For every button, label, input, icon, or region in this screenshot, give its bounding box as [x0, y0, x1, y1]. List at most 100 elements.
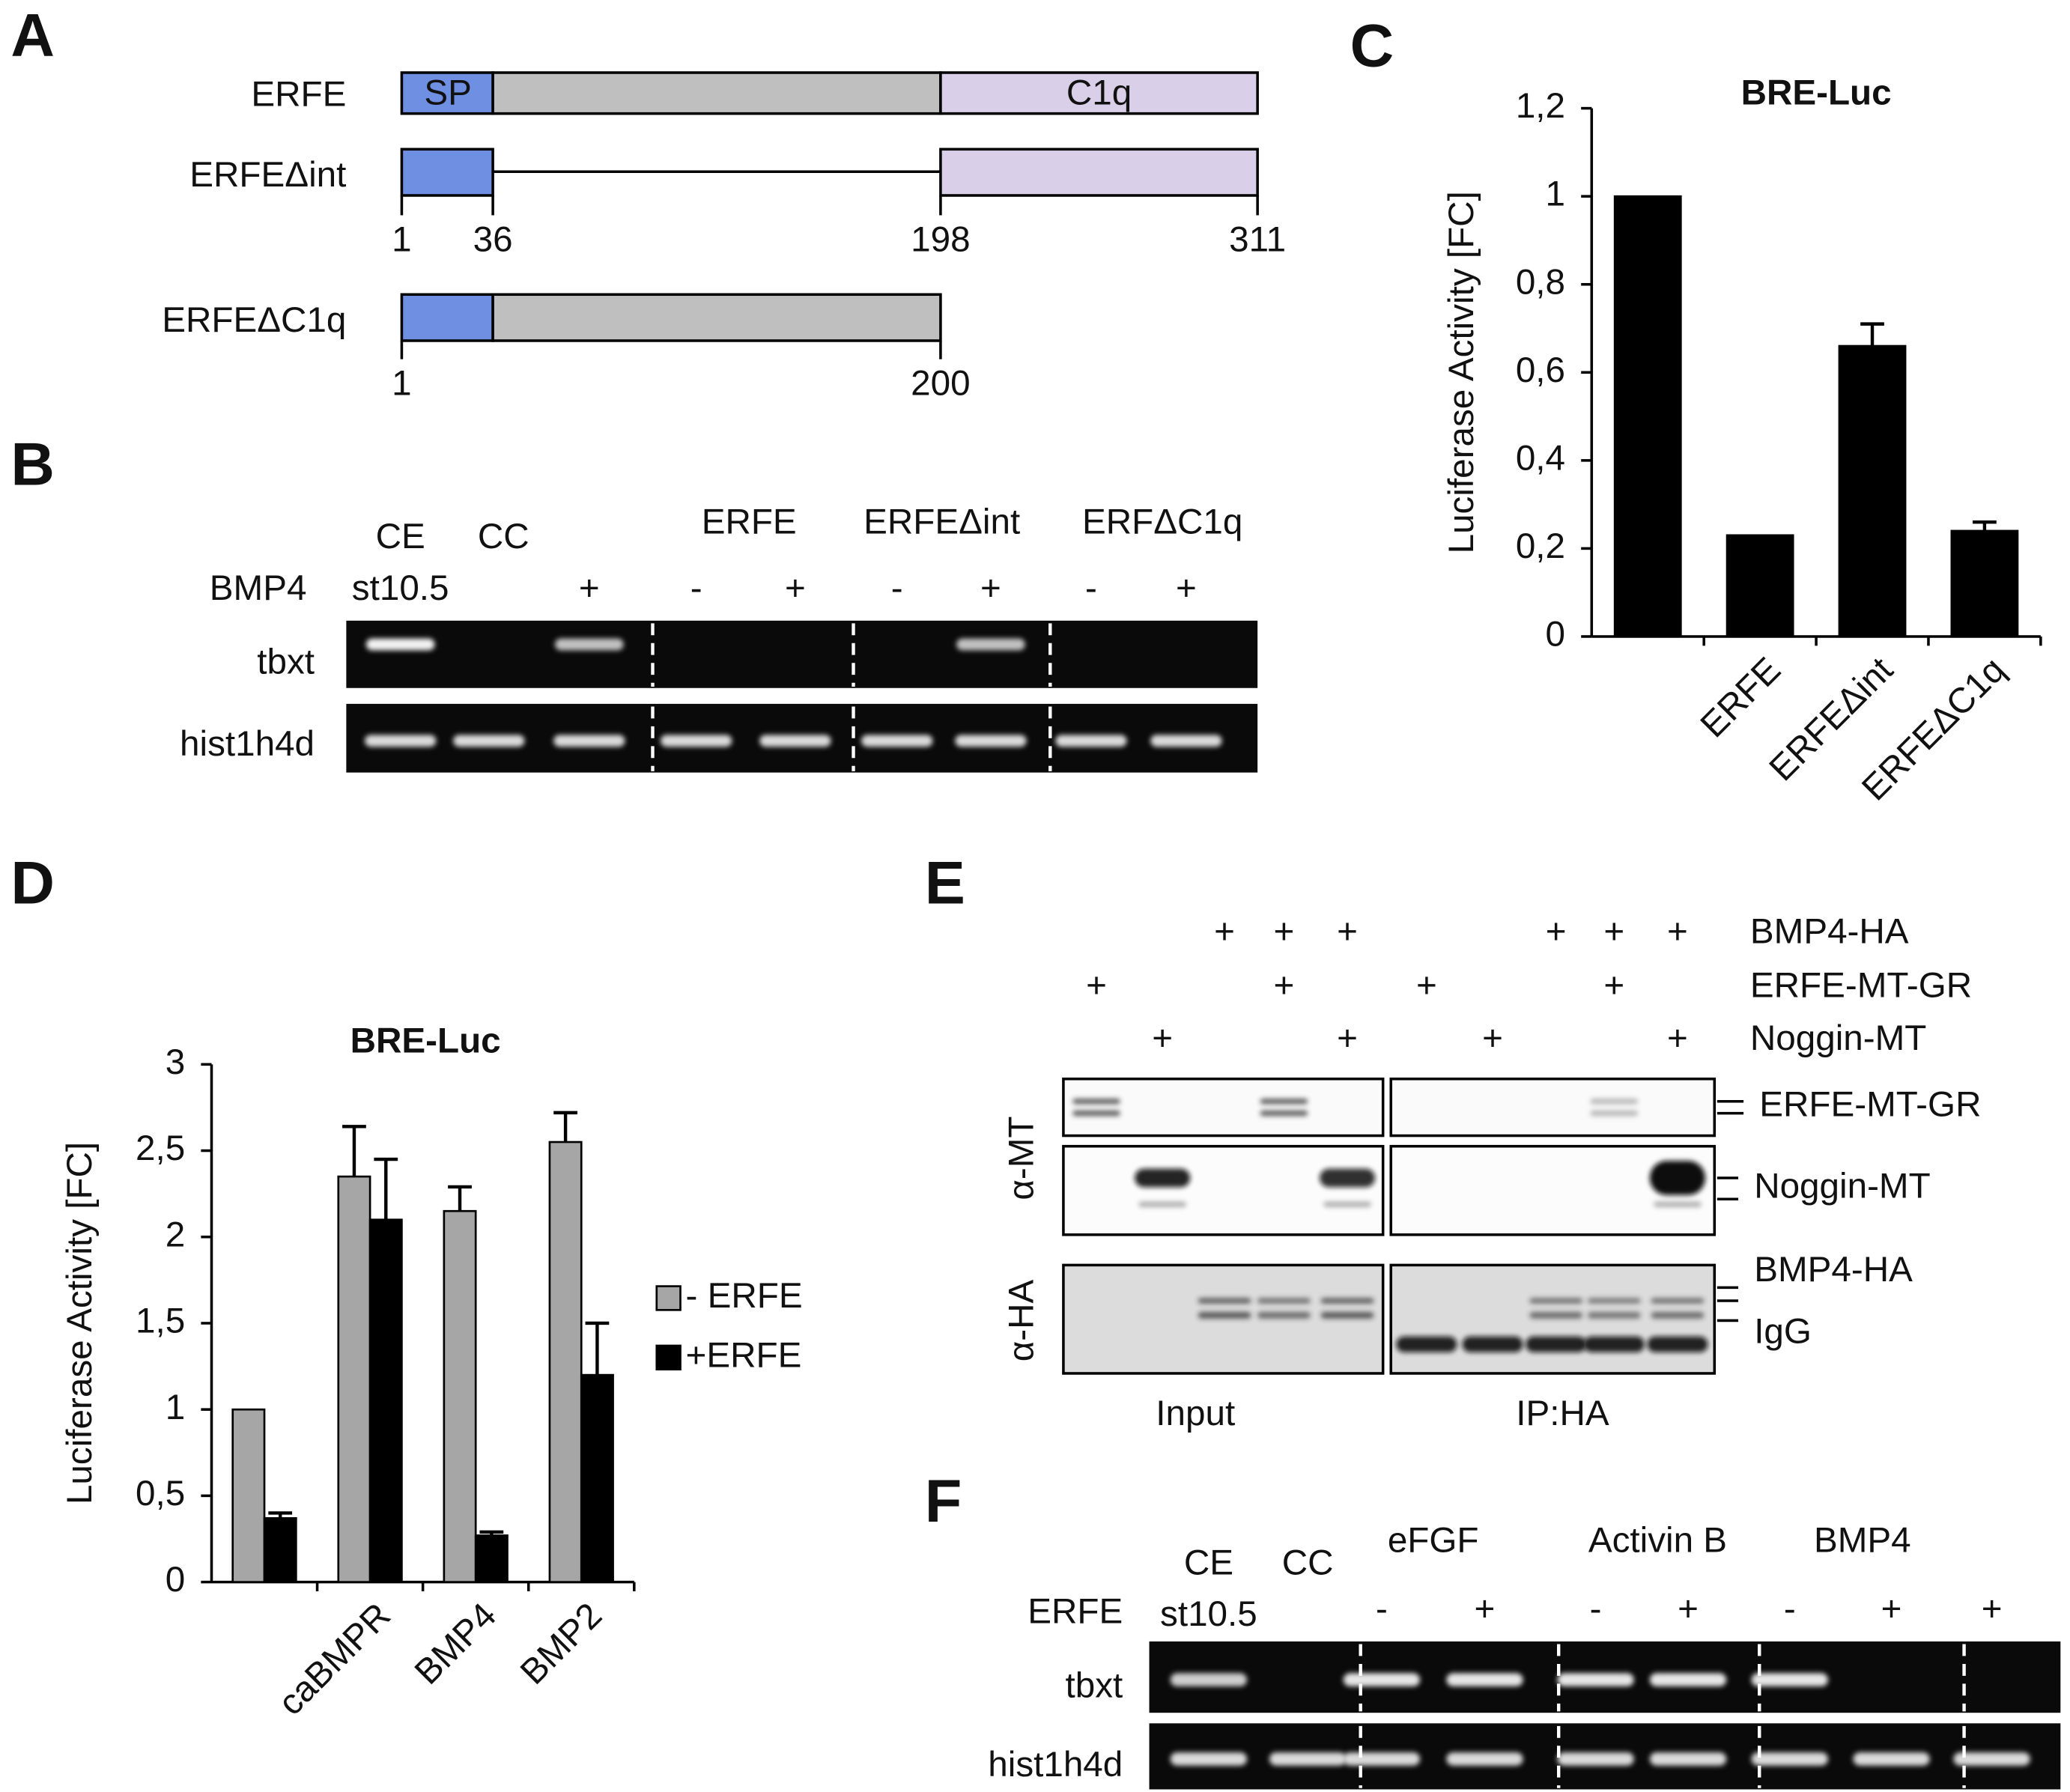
band	[453, 735, 525, 747]
error-bar	[1860, 322, 1884, 347]
y-tick-label: 0,2	[1516, 526, 1565, 566]
label: Activin B	[1588, 1520, 1727, 1560]
band	[1320, 1311, 1374, 1319]
band	[1557, 1673, 1634, 1686]
label: ERFΔC1q	[1082, 502, 1242, 542]
band	[1588, 1311, 1641, 1319]
band	[1649, 1161, 1705, 1195]
y-tick-label: 2	[166, 1215, 185, 1254]
band	[1529, 1298, 1582, 1304]
y-tick-label: 1	[166, 1388, 185, 1427]
band	[1257, 1298, 1311, 1304]
error-bar	[268, 1511, 293, 1519]
panel-letter: F	[925, 1468, 962, 1535]
label: +	[1337, 911, 1358, 951]
label: +	[1603, 911, 1624, 951]
band	[1260, 1099, 1308, 1105]
label: eFGF	[1388, 1520, 1479, 1560]
band	[1649, 1752, 1727, 1766]
band	[1446, 1673, 1523, 1686]
y-tick-label: 2,5	[136, 1129, 185, 1168]
band	[1654, 1201, 1702, 1207]
band	[1583, 1336, 1645, 1352]
error-bar	[374, 1157, 398, 1220]
label: tbxt	[257, 643, 315, 682]
c1q-domain	[939, 71, 1259, 115]
band	[1072, 1099, 1120, 1105]
band	[553, 735, 625, 747]
label: +	[1274, 966, 1295, 1006]
bar	[1838, 344, 1907, 638]
label: α-MT	[1002, 1116, 1042, 1200]
blot	[1389, 1077, 1717, 1138]
label: IgG	[1754, 1312, 1812, 1352]
band	[1647, 1336, 1708, 1352]
label: 36	[473, 219, 513, 259]
label: st10.5	[352, 568, 449, 608]
label: CE	[1184, 1543, 1233, 1582]
band	[1150, 735, 1222, 747]
label: 200	[911, 364, 970, 404]
label: BMP4	[210, 568, 307, 608]
label: α-HA	[1002, 1279, 1042, 1361]
label: +	[1086, 966, 1107, 1006]
label: -	[1085, 568, 1097, 608]
label: CE	[376, 517, 425, 556]
bar	[368, 1218, 403, 1583]
chart-title: BRE-Luc	[350, 1021, 501, 1061]
band	[661, 735, 732, 747]
band	[1853, 1752, 1930, 1766]
band	[1651, 1298, 1705, 1304]
y-tick-label: 3	[166, 1042, 185, 1082]
bar	[474, 1534, 509, 1583]
error-bar	[448, 1185, 472, 1212]
y-tick-label: 0,5	[136, 1474, 185, 1513]
band	[1462, 1336, 1523, 1352]
band	[1198, 1298, 1251, 1304]
label: +	[1546, 911, 1567, 951]
label: st10.5	[1160, 1594, 1257, 1634]
label: ERFEΔC1q	[162, 300, 346, 340]
band	[365, 638, 435, 651]
bar	[1613, 195, 1682, 638]
error-bar	[585, 1321, 610, 1376]
label: +	[1214, 911, 1235, 951]
label: CC	[1282, 1543, 1334, 1582]
error-bar	[1973, 520, 1997, 531]
label: ERFEΔint	[863, 502, 1020, 542]
linker-domain	[491, 293, 942, 342]
band	[1343, 1673, 1421, 1686]
band	[1138, 1201, 1186, 1207]
y-tick-label: 0	[166, 1560, 185, 1600]
band	[365, 735, 437, 747]
panel-letter: E	[925, 849, 965, 917]
y-axis-label: Luciferase Activity [FC]	[60, 1142, 100, 1504]
label: -	[1376, 1589, 1388, 1629]
label: +	[1274, 911, 1295, 951]
label: +	[1152, 1018, 1173, 1058]
label: +	[1337, 1018, 1358, 1058]
label: C1q	[1066, 73, 1132, 113]
label: ERFE-MT-GR	[1759, 1084, 1981, 1124]
label: BMP4	[1814, 1520, 1911, 1560]
band	[1269, 1752, 1347, 1766]
label: +	[1475, 1589, 1496, 1629]
label: hist1h4d	[988, 1745, 1123, 1785]
label: BMP4-HA	[1754, 1250, 1913, 1290]
band	[1588, 1298, 1641, 1304]
label: +	[1482, 1018, 1503, 1058]
bar	[1950, 529, 2019, 638]
label: IP:HA	[1516, 1394, 1609, 1433]
band	[955, 735, 1027, 747]
band	[1751, 1673, 1828, 1686]
band	[1320, 1168, 1376, 1188]
label: ERFE	[702, 502, 797, 542]
band	[1751, 1752, 1828, 1766]
label: 311	[1229, 219, 1286, 259]
legend-label: - ERFE	[686, 1276, 803, 1316]
blot	[1062, 1263, 1385, 1375]
band	[1396, 1336, 1457, 1352]
label: -	[891, 568, 903, 608]
band	[1557, 1752, 1634, 1766]
bar	[231, 1408, 266, 1583]
